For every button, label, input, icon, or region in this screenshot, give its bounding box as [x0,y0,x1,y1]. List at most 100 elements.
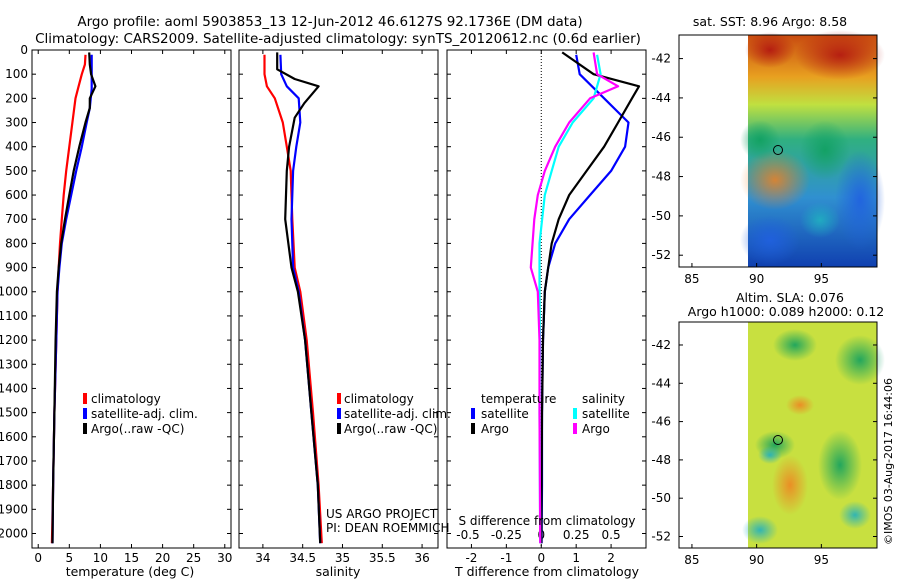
temperature-legend: climatology satellite-adj. clim. Argo(..… [83,392,198,436]
lon-tick-label: 95 [814,553,829,567]
depth-tick-label: 1800 [0,478,28,492]
salinity-legend: climatology satellite-adj. clim. Argo(..… [337,392,451,436]
depth-tick-label: 1500 [0,406,28,420]
temperature-series [50,52,97,544]
sla-low-patch [835,335,885,385]
depth-tick-label: 1300 [0,357,28,371]
depth-tick-label: 1400 [0,381,28,395]
figure-title-line2: Climatology: CARS2009. Satellite-adjuste… [35,31,641,47]
depth-tick-label: 1900 [0,502,28,516]
lat-tick-label: -44 [651,91,671,105]
depth-tick-label: 1600 [0,430,28,444]
salinity-diff-tick-label: 0.25 [563,528,590,542]
series-line-salinity-argo [529,52,620,544]
lat-tick-label: -46 [651,130,671,144]
lat-tick-label: -44 [651,376,671,390]
x-tick-label: -1 [500,551,512,565]
lat-tick-label: -52 [651,248,671,262]
sla-map-title-line1: Altim. SLA: 0.076 [736,290,844,305]
series-line-temperature-argo [540,51,641,544]
sst-map [678,30,885,268]
legend-swatch-satellite [337,408,341,419]
salinity-xlabel: salinity [316,564,361,579]
sla-cyan-patch [839,501,871,529]
temperature-x-axis: 0 5 10 15 20 25 30 [34,50,232,565]
lat-tick-label: -42 [651,338,671,352]
series-line-salinity-satellite [538,54,602,544]
legend-label-temp-argo: Argo [481,422,509,436]
x-tick-label: 20 [155,551,170,565]
sst-warm-patch [795,30,885,80]
difference-xlabel: T difference from climatology [454,564,640,579]
x-tick-label: 34.5 [289,551,316,565]
legend-label-satellite: satellite-adj. clim. [91,407,198,421]
sla-argo-location [773,435,783,445]
legend-title-temperature: temperature [481,392,556,406]
depth-tick-label: 1000 [0,285,28,299]
x-tick-label: 2 [607,551,615,565]
x-tick-label: 35 [335,551,350,565]
lat-tick-label: -50 [651,209,671,223]
salinity-diff-tick-label: -0.25 [491,528,522,542]
legend-label-argo: Argo(..raw -QC) [91,422,184,436]
legend-swatch-climatology [337,393,341,404]
legend-swatch-satellite [83,408,87,419]
depth-tick-label: 200 [5,91,28,105]
sla-low-patch [818,430,862,500]
difference-xlabel-salinity: S difference from climatology [459,514,636,528]
project-annotation-line1: US ARGO PROJECT [326,507,438,521]
sst-warm-patch [745,32,795,68]
sst-map-axes: -42 -44 -46 -48 -50 -52 85 90 95 [651,52,877,286]
lat-tick-label: -48 [651,170,671,184]
legend-swatch-temp-argo [471,423,475,434]
depth-tick-label: 1100 [0,309,28,323]
legend-swatch-sal-satellite [573,408,577,419]
sla-map-axes: -42 -44 -46 -48 -50 -52 85 90 95 [651,338,877,567]
temperature-xlabel: temperature (deg C) [66,564,195,579]
sla-high-patch [786,395,814,415]
x-tick-label: 10 [93,551,108,565]
x-tick-label: 1 [572,551,580,565]
x-tick-label: 5 [65,551,73,565]
legend-swatch-sal-argo [573,423,577,434]
salinity-diff-tick-label: 0.5 [602,528,621,542]
depth-tick-label: 1700 [0,454,28,468]
x-tick-label: 30 [217,551,232,565]
legend-label-argo: Argo(..raw -QC) [344,422,437,436]
legend-label-sal-satellite: satellite [582,407,630,421]
lon-tick-label: 85 [684,553,699,567]
lat-tick-label: -46 [651,415,671,429]
sla-cyan-patch [758,446,782,464]
credit-timestamp: ©IMOS 03-Aug-2017 16:44:06 [882,378,895,545]
x-tick-label: 15 [124,551,139,565]
sst-argo-location [773,145,783,155]
depth-tick-label: 1200 [0,333,28,347]
legend-label-satellite: satellite-adj. clim. [344,407,451,421]
sla-map [678,321,885,549]
sla-low-patch [773,329,817,361]
sst-green-patch [740,120,780,160]
depth-tick-label: 2000 [0,526,28,540]
depth-tick-label: 500 [5,164,28,178]
legend-label-climatology: climatology [344,392,414,406]
depth-tick-label: 0 [20,43,28,57]
x-tick-label: -2 [465,551,477,565]
legend-label-sal-argo: Argo [582,422,610,436]
depth-tick-label: 100 [5,67,28,81]
legend-swatch-argo [337,423,341,434]
sst-cold-patch [835,150,885,250]
depth-tick-label: 900 [5,261,28,275]
difference-legend: temperature satellite Argo salinity sate… [471,392,630,436]
series-line-argo [276,52,322,544]
lat-tick-label: -42 [651,52,671,66]
temperature-axes [31,49,232,549]
sla-cyan-patch [742,516,778,544]
sla-map-title-line2: Argo h1000: 0.089 h2000: 0.12 [688,304,884,319]
difference-series [529,51,641,544]
series-line-satellite [279,54,322,544]
x-tick-label: 25 [186,551,201,565]
x-tick-label: 36 [414,551,429,565]
lon-tick-label: 85 [684,272,699,286]
legend-swatch-argo [83,423,87,434]
